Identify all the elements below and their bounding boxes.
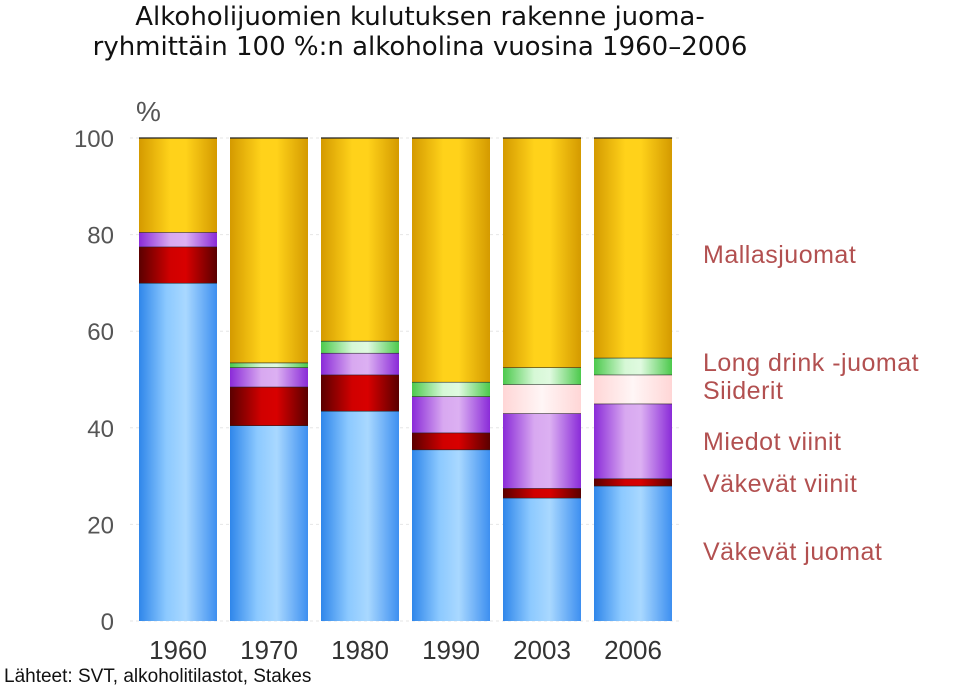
- y-tick-label: 40: [87, 416, 114, 443]
- bar-segment: [594, 485, 672, 621]
- bar-segment: [321, 374, 399, 411]
- y-tick-label: 60: [87, 319, 114, 346]
- bar-segment: [594, 374, 672, 404]
- y-tick-label: 20: [87, 512, 114, 539]
- x-tick-label: 2006: [604, 635, 662, 665]
- x-tick-label: 1980: [331, 635, 389, 665]
- y-tick-label: 0: [101, 609, 114, 636]
- x-tick-label: 1960: [149, 635, 207, 665]
- bar-segment: [503, 138, 581, 368]
- legend-siiderit: Siiderit: [703, 377, 784, 405]
- x-tick-label: 1990: [422, 635, 480, 665]
- bar-segment: [139, 232, 217, 247]
- legend-vakevat-juomat: Väkevät juomat: [703, 538, 883, 566]
- bar-segment: [503, 384, 581, 414]
- bar-segment: [230, 425, 308, 621]
- bar-segment: [412, 138, 490, 382]
- bar-segment: [321, 138, 399, 341]
- legend-miedot-viinit: Miedot viinit: [703, 428, 842, 456]
- bar-segment: [412, 449, 490, 621]
- legend-long-drink: Long drink -juomat: [703, 349, 920, 377]
- bar-segment: [412, 396, 490, 433]
- bar-segment: [594, 478, 672, 486]
- y-tick-label: 80: [87, 223, 114, 250]
- bar-segment: [503, 367, 581, 385]
- chart-title: Alkoholijuomien kulutuksen rakenne juoma…: [0, 2, 840, 62]
- title-line-1: Alkoholijuomien kulutuksen rakenne juoma…: [135, 2, 705, 32]
- legend-vakevat-viinit: Väkevät viinit: [703, 470, 858, 498]
- x-tick-label: 2003: [513, 635, 571, 665]
- legend-mallasjuomat: Mallasjuomat: [703, 241, 857, 269]
- bar-segment: [412, 432, 490, 450]
- bar-segment: [139, 282, 217, 621]
- bar-segment: [594, 138, 672, 358]
- bar-segment: [503, 413, 581, 489]
- bar-segment: [412, 381, 490, 397]
- bar-segment: [594, 357, 672, 375]
- bar-segment: [503, 488, 581, 498]
- bar-segment: [139, 246, 217, 283]
- bar-segment: [230, 362, 308, 368]
- title-line-2: ryhmittäin 100 %:n alkoholina vuosina 19…: [92, 32, 748, 62]
- bar-segment: [503, 497, 581, 621]
- bar-segment: [139, 138, 217, 233]
- bar-segment: [230, 386, 308, 426]
- x-tick-label: 1970: [240, 635, 298, 665]
- bar-segment: [321, 352, 399, 375]
- bar-segment: [321, 410, 399, 621]
- source-note: Lähteet: SVT, alkoholitilastot, Stakes: [4, 666, 312, 687]
- bar-segment: [230, 138, 308, 363]
- bar-segment: [230, 367, 308, 387]
- y-axis-label: %: [136, 96, 161, 127]
- bar-segment: [594, 403, 672, 479]
- y-tick-label: 100: [74, 126, 114, 153]
- bar-segment: [321, 340, 399, 353]
